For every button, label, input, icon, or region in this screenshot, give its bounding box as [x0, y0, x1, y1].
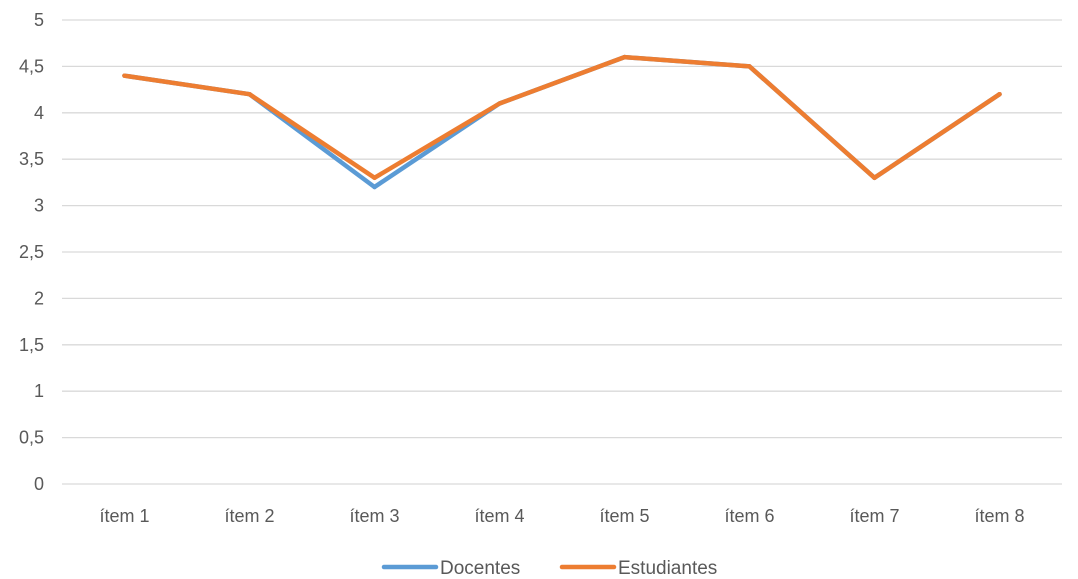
y-tick-label: 4	[34, 103, 44, 123]
gridlines	[62, 19, 1062, 485]
x-tick-label: ítem 1	[99, 506, 149, 526]
y-tick-label: 3,5	[19, 149, 44, 169]
legend-label: Estudiantes	[618, 558, 717, 579]
data-point-estudiantes	[497, 101, 502, 106]
data-point-estudiantes	[247, 92, 252, 97]
x-axis-tick-labels: ítem 1 ítem 2 ítem 3 ítem 4 ítem 5 ítem 6 ítem…	[99, 506, 1024, 526]
data-point-estudiantes	[622, 54, 627, 60]
x-tick-label: ítem 4	[474, 506, 524, 526]
legend: Docentes Estudiantes	[381, 558, 717, 579]
y-tick-label: 5	[34, 10, 44, 30]
y-tick-label: 2	[34, 288, 44, 308]
y-axis-tick-labels: 0 0,5 1 1,5 2 2,5 3 3,5 4 4,5 5	[19, 10, 44, 494]
data-point-docentes	[372, 184, 377, 190]
x-tick-label: ítem 6	[724, 506, 774, 526]
y-tick-label: 4,5	[19, 56, 44, 76]
x-tick-label: ítem 3	[349, 506, 399, 526]
x-tick-label: ítem 2	[224, 506, 274, 526]
data-point-estudiantes	[122, 73, 127, 78]
series-line-docentes	[122, 54, 1002, 190]
data-point-estudiantes	[372, 175, 377, 180]
data-point-estudiantes	[997, 92, 1002, 97]
series-lines	[122, 54, 1002, 190]
data-point-estudiantes	[747, 64, 752, 69]
data-point-estudiantes	[872, 175, 877, 180]
y-tick-label: 0	[34, 474, 44, 494]
y-tick-label: 1	[34, 381, 44, 401]
y-tick-label: 0,5	[19, 428, 44, 448]
x-tick-label: ítem 7	[849, 506, 899, 526]
x-tick-label: ítem 5	[599, 506, 649, 526]
y-tick-label: 2,5	[19, 242, 44, 262]
x-tick-label: ítem 8	[974, 506, 1024, 526]
legend-label: Docentes	[440, 558, 520, 579]
series-line-estudiantes	[122, 54, 1002, 181]
y-tick-label: 3	[34, 196, 44, 216]
y-tick-label: 1,5	[19, 335, 44, 355]
